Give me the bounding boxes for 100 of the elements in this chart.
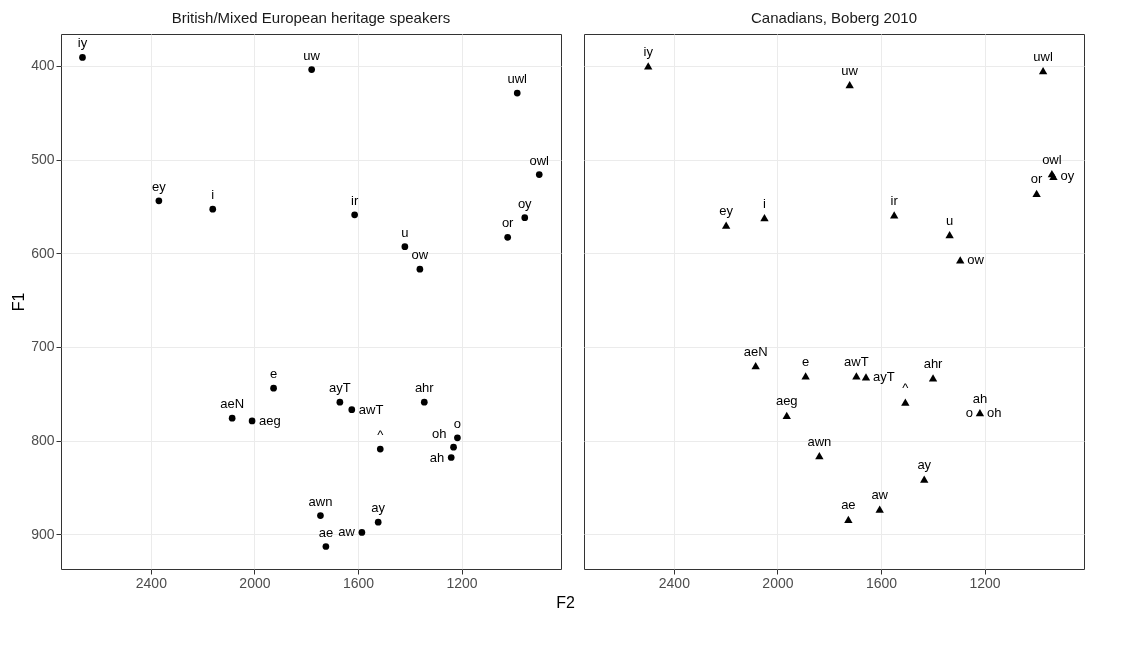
annotation: ahr: [923, 355, 944, 371]
annotation: aeg: [259, 412, 281, 428]
point: [416, 265, 424, 273]
annotation: ah: [429, 449, 445, 465]
point: [844, 515, 853, 523]
point: [447, 454, 455, 461]
annotation: aeN: [220, 396, 245, 412]
annotation: ey: [152, 178, 167, 194]
annotation: owl: [1042, 151, 1062, 167]
chart-title: Canadians, Boberg 2010: [751, 9, 917, 26]
annotation: oy: [1060, 168, 1075, 184]
annotation: o: [453, 415, 462, 431]
point: [760, 214, 769, 222]
annotation: or: [1030, 171, 1044, 187]
point: [248, 417, 256, 425]
annotation: aw: [338, 524, 356, 540]
x-tick-label: 1200: [969, 574, 1001, 591]
annotation: e: [269, 366, 278, 382]
annotation: aeN: [743, 343, 768, 359]
point: [875, 505, 884, 513]
annotation: oy: [517, 195, 533, 211]
annotation: ae: [841, 497, 856, 513]
annotation: ir: [351, 192, 359, 208]
annotation: ayT: [872, 368, 895, 384]
annotation: ^: [902, 380, 910, 396]
chart-title: British/Mixed European heritage speakers: [171, 9, 451, 26]
y-tick-label: 700: [31, 338, 55, 355]
point: [845, 80, 854, 89]
point: [920, 475, 929, 483]
y-tick-label: 400: [31, 57, 55, 74]
point: [270, 384, 277, 392]
point: [945, 230, 954, 239]
annotation: ay: [917, 457, 932, 473]
y-tick-label: 500: [31, 151, 55, 168]
point: [401, 243, 409, 251]
annotation: ahr: [414, 380, 435, 396]
point: [956, 256, 965, 264]
annotation: or: [501, 215, 515, 231]
point: [751, 362, 760, 370]
point: [782, 411, 791, 419]
y-tick-label: 800: [31, 432, 55, 449]
annotation: oh: [432, 426, 447, 442]
annotation: awn: [807, 433, 832, 449]
annotation: e: [802, 353, 810, 369]
annotation: oh: [986, 404, 1002, 420]
annotation: ow: [967, 251, 985, 267]
annotation: ey: [719, 203, 734, 219]
annotation: uw: [841, 62, 859, 78]
annotation: aeg: [775, 393, 798, 409]
x-tick-label: 1600: [865, 574, 898, 591]
point: [376, 445, 384, 453]
annotation: ae: [318, 524, 334, 540]
point: [374, 518, 382, 526]
y-tick-label: 900: [31, 525, 55, 542]
point: [513, 89, 521, 97]
annotation: iy: [643, 43, 654, 59]
point: [308, 66, 315, 73]
x-tick-label: 2400: [658, 574, 691, 591]
x-tick-label: 1200: [446, 574, 478, 591]
point: [975, 408, 985, 417]
annotation: ow: [411, 247, 429, 263]
point: [348, 406, 356, 414]
point: [155, 197, 163, 205]
point: [317, 512, 324, 519]
annotation: o: [965, 404, 973, 420]
annotation: i: [211, 187, 215, 203]
point: [454, 434, 461, 442]
point: [535, 171, 543, 178]
annotation: uwl: [507, 71, 528, 87]
annotation: ah: [972, 390, 988, 406]
annotation: u: [946, 212, 954, 228]
annotation: u: [401, 224, 409, 240]
annotation: awT: [358, 401, 384, 417]
point: [322, 543, 330, 550]
annotation: owl: [529, 152, 550, 168]
x-tick-label: 2000: [762, 574, 794, 591]
point: [901, 398, 910, 406]
point: [351, 211, 358, 219]
point: [521, 214, 529, 221]
annotation: awn: [308, 493, 333, 509]
x-tick-label: 2000: [239, 574, 271, 591]
x-axis-title: F2: [556, 593, 575, 611]
x-tick-label: 2400: [135, 574, 168, 591]
point: [1038, 66, 1048, 75]
annotation: ayT: [329, 380, 351, 396]
point: [644, 62, 653, 70]
point: [79, 54, 86, 61]
y-tick-label: 600: [31, 244, 55, 261]
annotation: ^: [377, 427, 385, 443]
x-tick-label: 1600: [342, 574, 375, 591]
annotation: awT: [844, 353, 869, 369]
point: [815, 452, 824, 460]
annotation: aw: [871, 487, 889, 503]
point: [721, 221, 731, 229]
y-axis-title: F1: [10, 292, 28, 312]
point: [861, 373, 871, 381]
point: [209, 205, 217, 213]
annotation: iy: [77, 35, 88, 51]
point: [1032, 189, 1041, 197]
point: [852, 372, 861, 380]
